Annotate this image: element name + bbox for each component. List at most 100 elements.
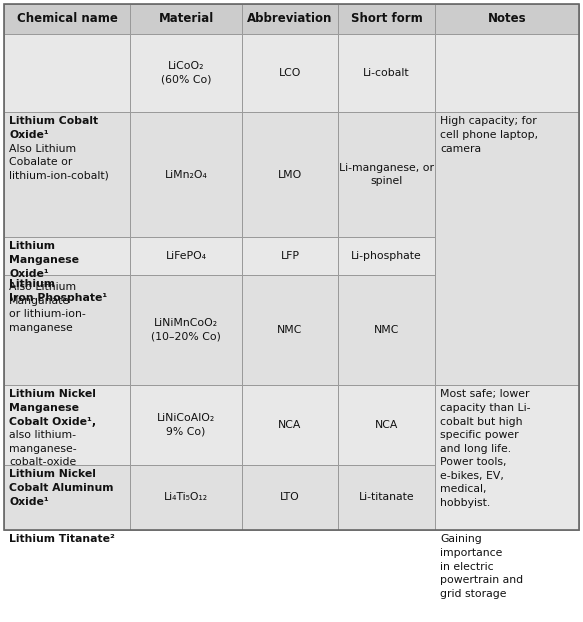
Bar xyxy=(338,275,435,385)
Text: Material: Material xyxy=(159,12,213,26)
Text: Also Lithium: Also Lithium xyxy=(9,282,76,292)
Text: Li-manganese, or: Li-manganese, or xyxy=(339,163,434,173)
Text: Li-cobalt: Li-cobalt xyxy=(363,68,410,78)
Text: Lithium Titanate²: Lithium Titanate² xyxy=(9,534,115,544)
Text: LTO: LTO xyxy=(280,493,300,503)
Text: Short form: Short form xyxy=(350,12,422,26)
Bar xyxy=(338,385,435,465)
Text: Lithium Nickel: Lithium Nickel xyxy=(9,389,96,399)
Text: e-bikes, EV,: e-bikes, EV, xyxy=(440,471,504,481)
Text: and long life.: and long life. xyxy=(440,443,511,453)
Text: medical,: medical, xyxy=(440,485,486,494)
Bar xyxy=(130,465,242,530)
Bar xyxy=(435,112,579,385)
Bar xyxy=(4,4,130,34)
Text: manganese-: manganese- xyxy=(9,443,76,453)
Text: Lithium Cobalt: Lithium Cobalt xyxy=(9,116,98,126)
Bar xyxy=(435,34,579,112)
Text: Oxide¹: Oxide¹ xyxy=(9,496,49,506)
Text: Abbreviation: Abbreviation xyxy=(247,12,333,26)
Text: Chemical name: Chemical name xyxy=(16,12,117,26)
Text: LiFePO₄: LiFePO₄ xyxy=(166,251,206,261)
Bar xyxy=(242,112,338,237)
Text: Lithium Nickel: Lithium Nickel xyxy=(9,470,96,480)
Text: or lithium-ion-: or lithium-ion- xyxy=(9,309,86,319)
Text: specific power: specific power xyxy=(440,430,519,440)
Text: LFP: LFP xyxy=(280,251,300,261)
Bar xyxy=(242,34,338,112)
Bar xyxy=(338,112,435,237)
Text: NCA: NCA xyxy=(375,420,398,430)
Text: NCA: NCA xyxy=(278,420,301,430)
Bar xyxy=(338,34,435,112)
Bar xyxy=(435,4,579,34)
Bar xyxy=(338,465,435,530)
Text: Manganese: Manganese xyxy=(9,403,79,413)
Text: Gaining: Gaining xyxy=(440,534,482,544)
Text: cell phone laptop,: cell phone laptop, xyxy=(440,130,538,140)
Bar xyxy=(242,385,338,465)
Bar xyxy=(435,385,579,530)
Bar xyxy=(130,34,242,112)
Text: lithium-ion-cobalt): lithium-ion-cobalt) xyxy=(9,170,109,180)
Text: Manganese: Manganese xyxy=(9,255,79,265)
Text: LMO: LMO xyxy=(278,170,302,180)
Text: Cobalt Aluminum: Cobalt Aluminum xyxy=(9,483,114,493)
Text: Lithium: Lithium xyxy=(9,279,55,289)
Text: manganese: manganese xyxy=(9,323,73,333)
Text: LCO: LCO xyxy=(279,68,301,78)
Text: Most safe; lower: Most safe; lower xyxy=(440,389,529,399)
Text: capacity than Li-: capacity than Li- xyxy=(440,403,531,413)
Bar xyxy=(4,112,130,237)
Text: 9% Co): 9% Co) xyxy=(166,427,206,437)
Text: Li-phosphate: Li-phosphate xyxy=(351,251,422,261)
Text: Oxide¹: Oxide¹ xyxy=(9,130,49,140)
Text: Oxide¹: Oxide¹ xyxy=(9,269,49,279)
Bar xyxy=(4,237,130,275)
Text: Cobalt Oxide¹,: Cobalt Oxide¹, xyxy=(9,417,96,427)
Bar xyxy=(338,4,435,34)
Bar xyxy=(242,465,338,530)
Text: (60% Co): (60% Co) xyxy=(161,75,211,85)
Text: Cobalate or: Cobalate or xyxy=(9,157,72,167)
Text: Notes: Notes xyxy=(488,12,526,26)
Bar xyxy=(4,275,130,385)
Text: High capacity; for: High capacity; for xyxy=(440,116,537,126)
Text: Power tools,: Power tools, xyxy=(440,457,507,467)
Text: (10–20% Co): (10–20% Co) xyxy=(151,332,221,341)
Text: camera: camera xyxy=(440,144,481,154)
Text: hobbyist.: hobbyist. xyxy=(440,498,490,508)
Text: NMC: NMC xyxy=(374,325,399,335)
Text: powertrain and: powertrain and xyxy=(440,575,523,585)
Bar xyxy=(4,385,130,465)
Bar xyxy=(4,4,579,530)
Bar xyxy=(4,34,130,112)
Bar xyxy=(338,237,435,275)
Text: also lithium-: also lithium- xyxy=(9,430,76,440)
Bar xyxy=(130,112,242,237)
Text: Iron Phosphate¹: Iron Phosphate¹ xyxy=(9,293,107,303)
Text: Li-titanate: Li-titanate xyxy=(359,493,415,503)
Text: LiNiMnCoO₂: LiNiMnCoO₂ xyxy=(154,318,218,328)
Text: LiMn₂O₄: LiMn₂O₄ xyxy=(164,170,208,180)
Text: Manganate: Manganate xyxy=(9,295,70,305)
Text: grid storage: grid storage xyxy=(440,588,507,598)
Text: Lithium: Lithium xyxy=(9,241,55,251)
Bar xyxy=(4,465,130,530)
Text: spinel: spinel xyxy=(370,176,403,186)
Bar xyxy=(130,385,242,465)
Bar xyxy=(130,4,242,34)
Bar xyxy=(242,4,338,34)
Text: Li₄Ti₅O₁₂: Li₄Ti₅O₁₂ xyxy=(164,493,208,503)
Text: LiCoO₂: LiCoO₂ xyxy=(168,61,204,72)
Text: cobalt-oxide: cobalt-oxide xyxy=(9,457,76,467)
Text: NMC: NMC xyxy=(278,325,303,335)
Text: in electric: in electric xyxy=(440,562,494,572)
Text: Also Lithium: Also Lithium xyxy=(9,144,76,154)
Text: LiNiCoAlO₂: LiNiCoAlO₂ xyxy=(157,413,215,423)
Bar xyxy=(242,275,338,385)
Bar xyxy=(242,237,338,275)
Text: cobalt but high: cobalt but high xyxy=(440,417,522,427)
Bar xyxy=(130,275,242,385)
Text: importance: importance xyxy=(440,548,503,558)
